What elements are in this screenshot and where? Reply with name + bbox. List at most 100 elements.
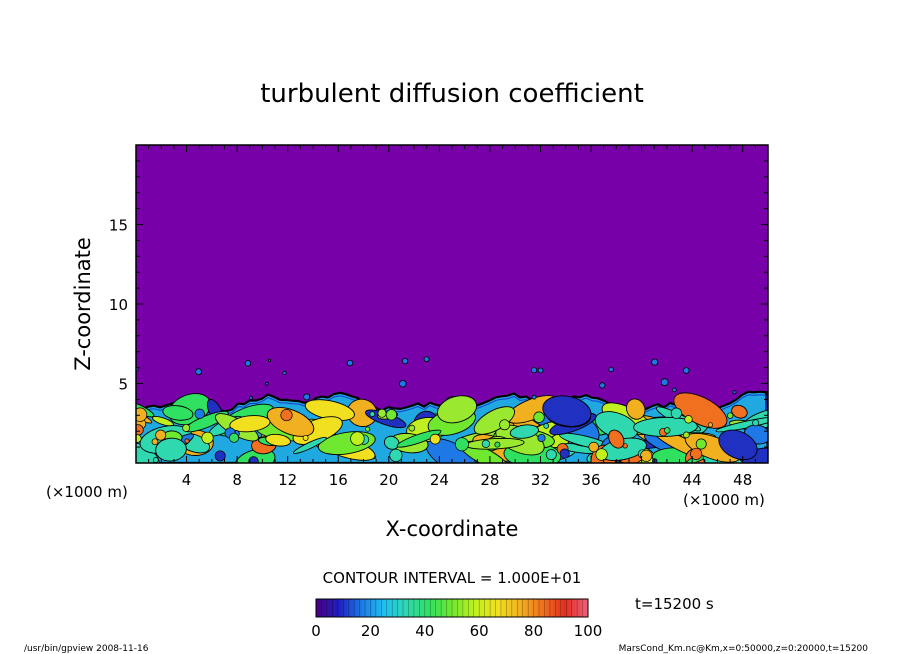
turbulent-cell bbox=[595, 448, 608, 461]
x-tick-label: 4 bbox=[182, 471, 192, 489]
colorbar-tick-label: 20 bbox=[361, 622, 380, 640]
turbulent-cell bbox=[499, 419, 511, 431]
turbulent-eddy bbox=[396, 429, 442, 448]
turbulent-cell bbox=[136, 407, 148, 422]
turbulent-eddy bbox=[265, 433, 291, 447]
turbulent-cell bbox=[559, 448, 570, 459]
x-tick-label: 40 bbox=[632, 471, 651, 489]
turbulent-cell bbox=[543, 423, 550, 429]
turbulent-cell bbox=[385, 409, 398, 421]
contour-interval-label: CONTOUR INTERVAL = 1.000E+01 bbox=[323, 569, 582, 587]
turbulent-cell bbox=[537, 433, 546, 443]
colorbar-tick-label: 40 bbox=[415, 622, 434, 640]
x-tick-label: 32 bbox=[531, 471, 550, 489]
x-axis-label: X-coordinate bbox=[386, 517, 519, 541]
turbulent-eddy bbox=[625, 398, 646, 420]
turbulent-eddy bbox=[608, 429, 625, 449]
detached-turbulence-patch bbox=[599, 382, 606, 389]
x-tick-label: 36 bbox=[581, 471, 600, 489]
footer-left: /usr/bin/gpview 2008-11-16 bbox=[24, 644, 149, 654]
detached-turbulence-patch bbox=[682, 367, 690, 374]
turbulent-cell bbox=[408, 424, 416, 432]
colorbar-tick-label: 0 bbox=[311, 622, 321, 640]
detached-turbulence-patch bbox=[248, 395, 253, 400]
turbulent-cell bbox=[663, 427, 671, 434]
colorbar-tick-label: 60 bbox=[470, 622, 489, 640]
turbulent-cell bbox=[707, 422, 713, 428]
turbulent-cell bbox=[152, 457, 159, 463]
turbulent-cell bbox=[201, 431, 214, 444]
turbulent-cell bbox=[248, 456, 259, 463]
boundary-layer-field bbox=[136, 356, 768, 463]
detached-turbulence-patch bbox=[244, 360, 252, 367]
turbulent-cell bbox=[194, 408, 205, 419]
turbulent-cell bbox=[184, 438, 190, 444]
turbulent-eddy bbox=[731, 404, 748, 419]
detached-turbulence-patch bbox=[537, 367, 544, 374]
turbulent-eddy bbox=[162, 405, 194, 421]
turbulent-cell bbox=[350, 431, 365, 446]
detached-turbulence-patch bbox=[530, 367, 538, 374]
turbulent-eddy bbox=[292, 436, 327, 454]
detached-turbulence-patch bbox=[401, 357, 409, 365]
detached-turbulence-patch bbox=[651, 358, 659, 366]
turbulent-cell bbox=[695, 438, 707, 450]
turbulent-cell bbox=[670, 407, 683, 419]
y-tick-label: 5 bbox=[118, 376, 128, 394]
x-tick-label: 44 bbox=[683, 471, 702, 489]
turbulent-cell bbox=[182, 423, 191, 432]
x-tick-label: 12 bbox=[278, 471, 297, 489]
turbulent-cell bbox=[684, 415, 693, 424]
turbulent-cell bbox=[481, 439, 491, 448]
chart-title: turbulent diffusion coefficient bbox=[260, 79, 644, 109]
turbulent-cell bbox=[389, 448, 403, 462]
x-tick-label: 16 bbox=[329, 471, 348, 489]
detached-turbulence-patch bbox=[732, 390, 737, 395]
turbulent-cell bbox=[622, 443, 628, 449]
colorbar-level-lines bbox=[321, 599, 583, 617]
colorbar-ticks: 0 20 40 60 80 100 bbox=[311, 622, 602, 640]
turbulent-cell bbox=[365, 426, 371, 432]
detached-turbulence-patch bbox=[399, 380, 407, 388]
turbulent-cell bbox=[690, 447, 703, 460]
turbulent-cell bbox=[214, 450, 226, 462]
colorbar-tick-label: 100 bbox=[574, 622, 603, 640]
turbulent-cell bbox=[377, 408, 387, 418]
x-axis-ticks: 4 8 12 16 20 24 28 32 36 40 44 48 bbox=[148, 145, 756, 489]
turbulent-eddy bbox=[633, 416, 698, 437]
turbulent-cell bbox=[151, 438, 159, 446]
turbulent-cell bbox=[545, 449, 557, 461]
time-label: t=15200 s bbox=[635, 595, 714, 613]
detached-turbulence-patch bbox=[282, 370, 287, 375]
turbulent-cell bbox=[302, 434, 309, 441]
turbulent-eddy bbox=[718, 429, 758, 461]
turbulent-cell bbox=[280, 409, 293, 422]
detached-turbulence-patch bbox=[195, 368, 203, 376]
x-tick-label: 28 bbox=[480, 471, 499, 489]
x-tick-label: 24 bbox=[430, 471, 449, 489]
turbulent-cell bbox=[682, 431, 690, 439]
turbulent-cell bbox=[155, 429, 167, 441]
turbulent-eddy bbox=[155, 437, 187, 462]
turbulent-eddy bbox=[473, 406, 516, 435]
detached-turbulence-patch bbox=[303, 393, 311, 401]
turbulent-cell bbox=[369, 411, 376, 417]
turbulent-cell bbox=[640, 449, 653, 462]
y-axis-ticks: 5 10 15 bbox=[109, 160, 768, 448]
detached-turbulence-patch bbox=[267, 358, 272, 362]
turbulent-cell bbox=[136, 424, 144, 436]
colorbar-tick-label: 80 bbox=[524, 622, 543, 640]
footer-right: MarsCond_Km.nc@Km,x=0:50000,z=0:20000,t=… bbox=[619, 644, 869, 654]
x-tick-label: 48 bbox=[733, 471, 752, 489]
detached-turbulence-patch bbox=[423, 356, 430, 363]
x-unit-right: (×1000 m) bbox=[683, 491, 765, 509]
detached-turbulence-patch bbox=[531, 394, 537, 400]
detached-turbulence-patch bbox=[660, 378, 669, 387]
x-unit-left: (×1000 m) bbox=[46, 483, 128, 501]
detached-turbulence-patch bbox=[608, 366, 614, 373]
turbulent-cell bbox=[454, 437, 469, 452]
turbulent-cell bbox=[727, 412, 734, 419]
detached-turbulence-patch bbox=[265, 381, 269, 386]
turbulent-eddy bbox=[542, 395, 592, 427]
turbulent-cell bbox=[533, 411, 545, 423]
